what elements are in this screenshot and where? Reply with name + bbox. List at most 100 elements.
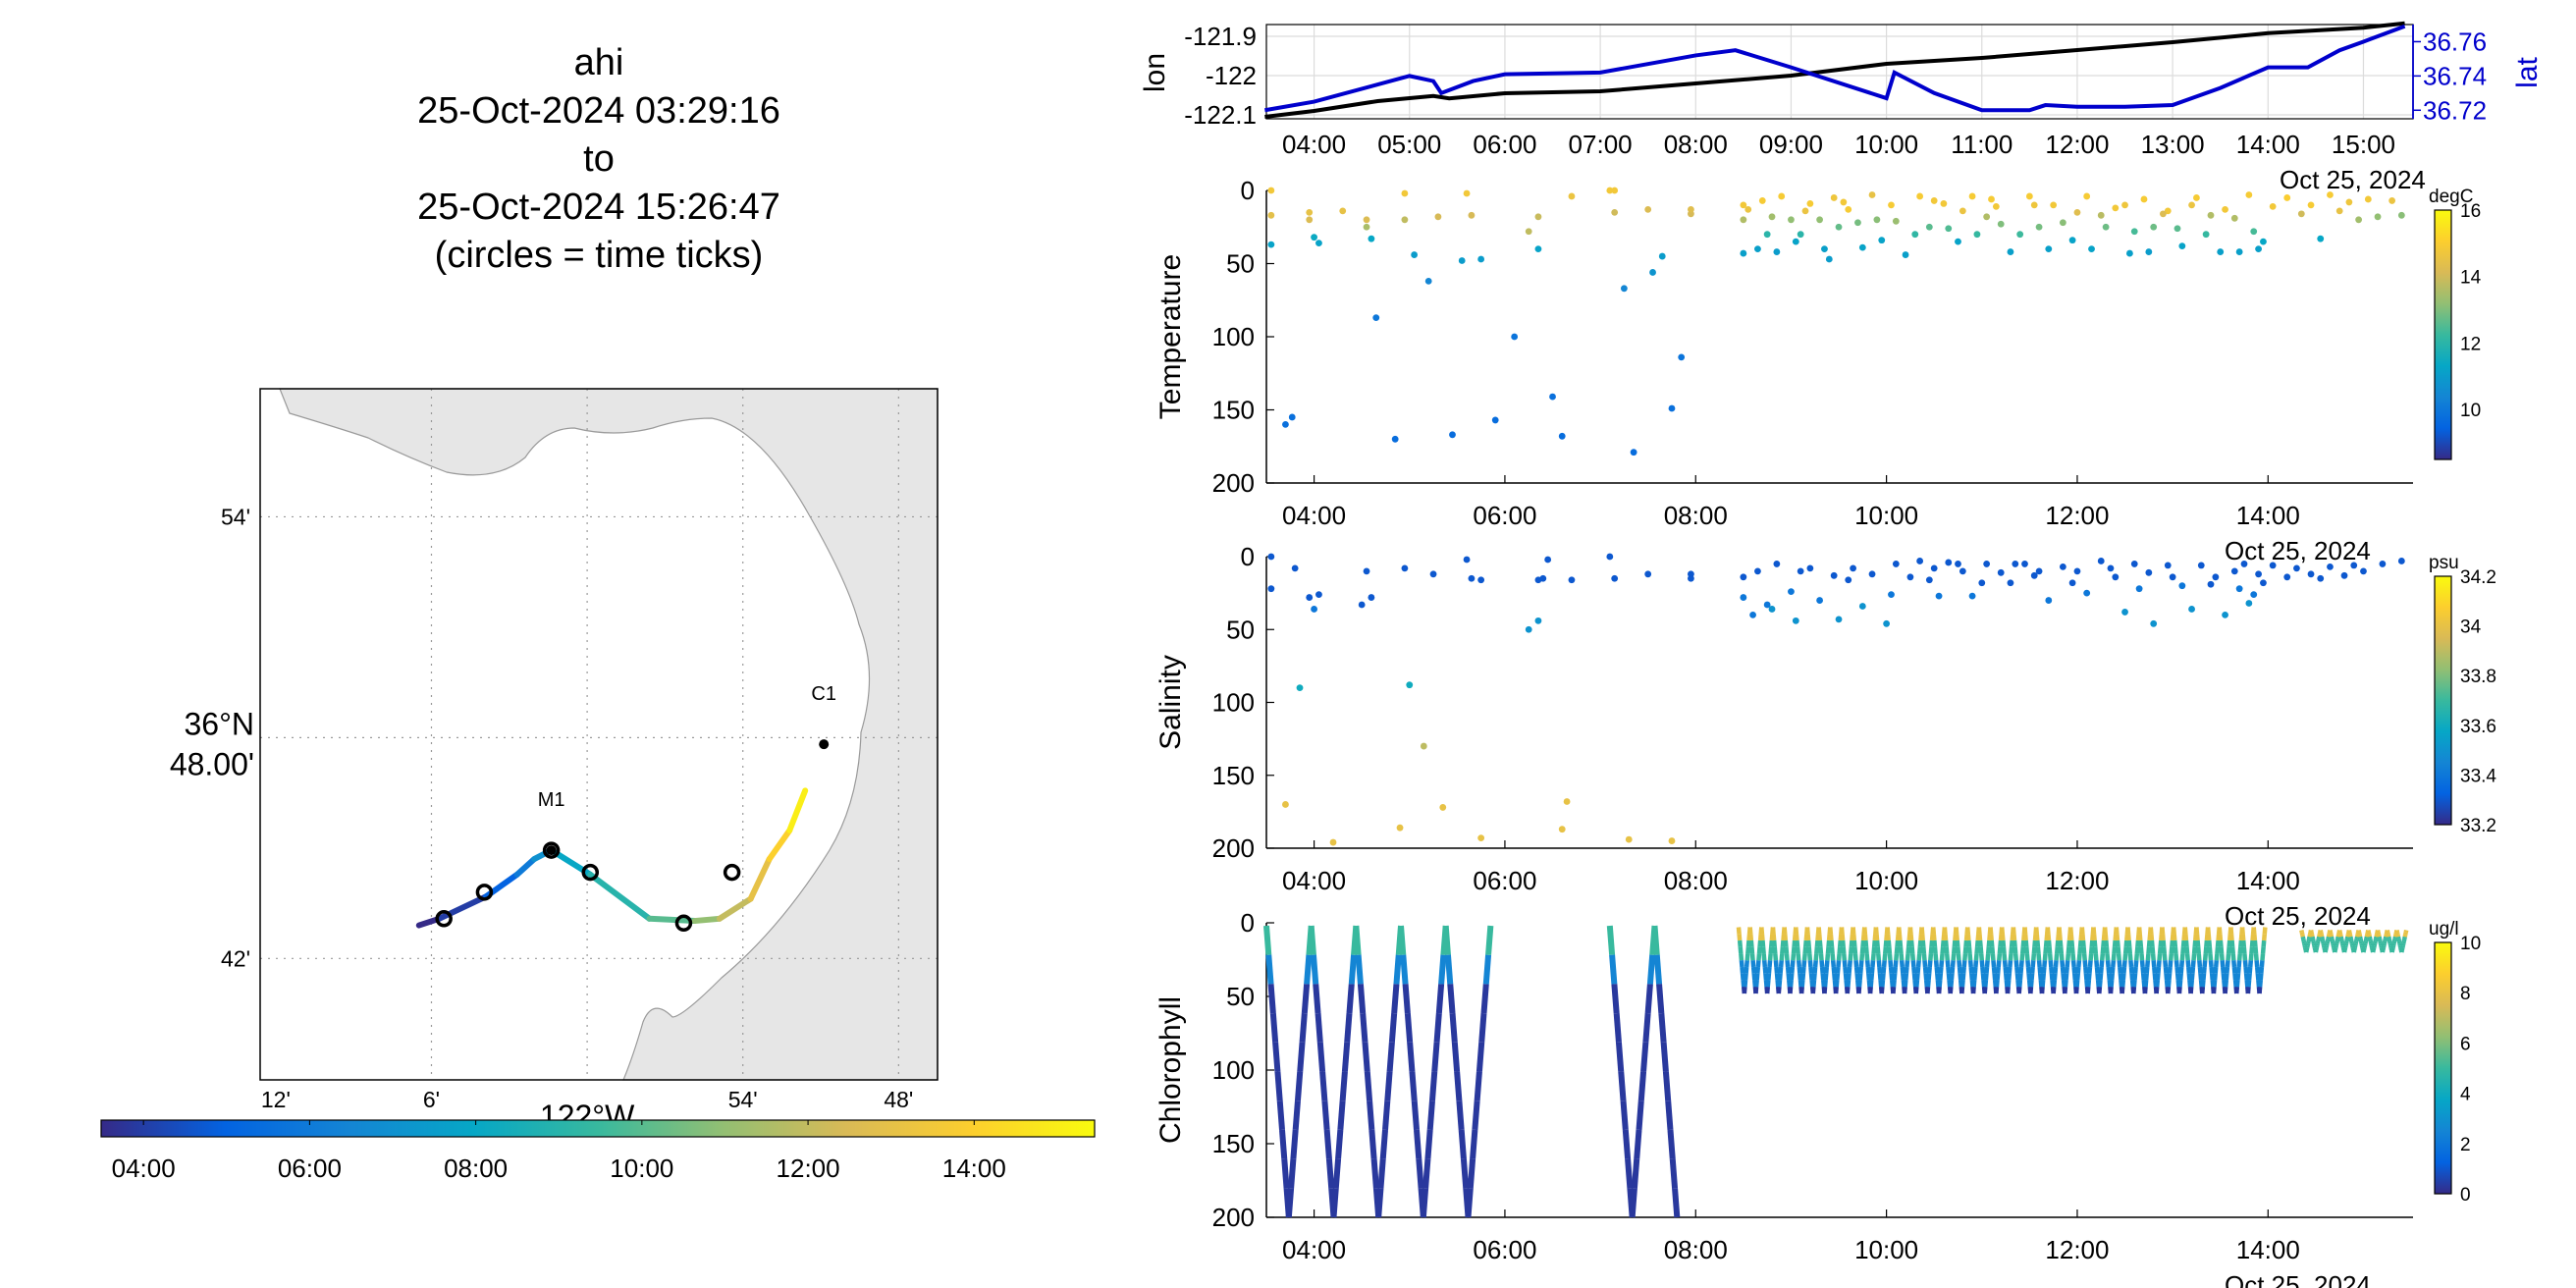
data-point — [1930, 197, 1938, 204]
profile-segment — [1796, 953, 1801, 961]
colorbar — [2434, 209, 2452, 460]
y-axis-label: Chlorophyll — [1154, 996, 1187, 1144]
profile-segment — [2049, 973, 2055, 981]
profile-segment — [1916, 946, 1923, 954]
profile-segment — [2030, 960, 2036, 968]
data-point — [2207, 211, 2215, 219]
profile-segment — [1789, 973, 1795, 981]
profile-segment — [1362, 1042, 1370, 1072]
profile-segment — [2042, 960, 2048, 968]
data-point — [2245, 191, 2253, 198]
profile-segment — [2116, 946, 2121, 954]
profile-segment — [1833, 987, 1839, 994]
profile-segment — [2209, 973, 2215, 981]
profile-segment — [1458, 1129, 1467, 1159]
profile-segment — [1784, 953, 1790, 961]
lonlat-x-tick-label: 08:00 — [1664, 130, 1728, 159]
profile-segment — [1433, 1012, 1442, 1044]
data-point — [1788, 588, 1795, 596]
profile-segment — [1749, 946, 1755, 954]
data-point — [2073, 567, 2081, 575]
profile-segment — [1281, 1158, 1290, 1189]
profile-segment — [2220, 960, 2226, 968]
profile-segment — [1907, 927, 1913, 935]
profile-segment — [2146, 946, 2152, 954]
profile-segment — [2132, 973, 2138, 981]
profile-segment — [1737, 939, 1743, 947]
profile-segment — [1835, 973, 1841, 981]
profile-segment — [1316, 1042, 1326, 1072]
data-point — [2250, 591, 2258, 599]
profile-segment — [1962, 946, 1968, 954]
lonlat-x-tick-label: 11:00 — [1951, 130, 2012, 159]
data-point — [1534, 213, 1542, 221]
data-point — [1740, 249, 1747, 257]
profile-segment — [1344, 1012, 1353, 1044]
data-point — [1396, 824, 1404, 832]
profile-segment — [1880, 980, 1886, 988]
data-point — [1315, 591, 1322, 599]
data-point — [1754, 567, 1761, 575]
profile-segment — [2213, 966, 2219, 974]
data-point — [1534, 245, 1542, 252]
profile-segment — [2018, 966, 2024, 974]
profile-segment — [1876, 960, 1882, 968]
profile-segment — [1862, 934, 1868, 941]
data-point — [1792, 617, 1799, 624]
profile-segment — [2125, 934, 2131, 941]
profile-segment — [2139, 953, 2145, 961]
profile-segment — [2135, 939, 2141, 947]
profile-segment — [2061, 973, 2066, 981]
profile-segment — [2028, 987, 2034, 994]
profile-segment — [2236, 953, 2242, 961]
profile-segment — [2024, 946, 2030, 954]
profile-segment — [2201, 966, 2207, 974]
data-point — [2160, 210, 2167, 218]
data-point — [1868, 570, 1876, 578]
data-point — [2007, 248, 2014, 255]
profile-segment — [1465, 1188, 1474, 1218]
profile-segment — [1357, 984, 1367, 1014]
x-tick-label: 08:00 — [1664, 1235, 1728, 1264]
profile-segment — [2154, 980, 2161, 988]
profile-segment — [1959, 980, 1965, 988]
profile-segment — [1831, 966, 1837, 974]
profile-segment — [2218, 934, 2224, 941]
colorbar-tick-label: 4 — [2460, 1085, 2471, 1105]
x-tick-label: 12:00 — [2045, 1235, 2109, 1264]
data-point — [1955, 561, 1961, 567]
profile-segment — [2064, 966, 2069, 974]
profile-segment — [1951, 946, 1958, 954]
profile-segment — [1905, 953, 1910, 961]
profile-segment — [1416, 1158, 1424, 1189]
profile-segment — [1944, 953, 1951, 961]
profile-segment — [2040, 973, 2046, 981]
profile-segment — [1843, 973, 1849, 981]
data-point — [1945, 559, 1953, 566]
data-point — [2374, 213, 2382, 221]
profile-segment — [1870, 960, 1876, 968]
profile-segment — [2034, 934, 2040, 941]
profile-segment — [2229, 939, 2235, 947]
profile-segment — [2200, 987, 2206, 994]
data-point — [1311, 606, 1317, 613]
profile-segment — [1857, 966, 1864, 974]
profile-segment — [1472, 1100, 1480, 1131]
profile-segment — [1285, 1188, 1295, 1218]
profile-segment — [1609, 954, 1618, 985]
profile-segment — [2025, 960, 2031, 968]
data-point — [2178, 582, 2186, 590]
profile-segment — [1786, 973, 1792, 981]
profile-segment — [1629, 1188, 1637, 1218]
profile-segment — [1915, 966, 1921, 974]
data-point — [1625, 835, 1633, 843]
profile-segment — [1871, 946, 1877, 954]
profile-segment — [1959, 987, 1965, 994]
data-point — [2007, 579, 2014, 587]
profile-segment — [2115, 934, 2120, 941]
data-point — [2130, 228, 2138, 236]
profile-segment — [1424, 1129, 1433, 1159]
profile-segment — [1816, 934, 1823, 941]
profile-segment — [1943, 934, 1949, 941]
profile-segment — [1299, 1012, 1308, 1044]
